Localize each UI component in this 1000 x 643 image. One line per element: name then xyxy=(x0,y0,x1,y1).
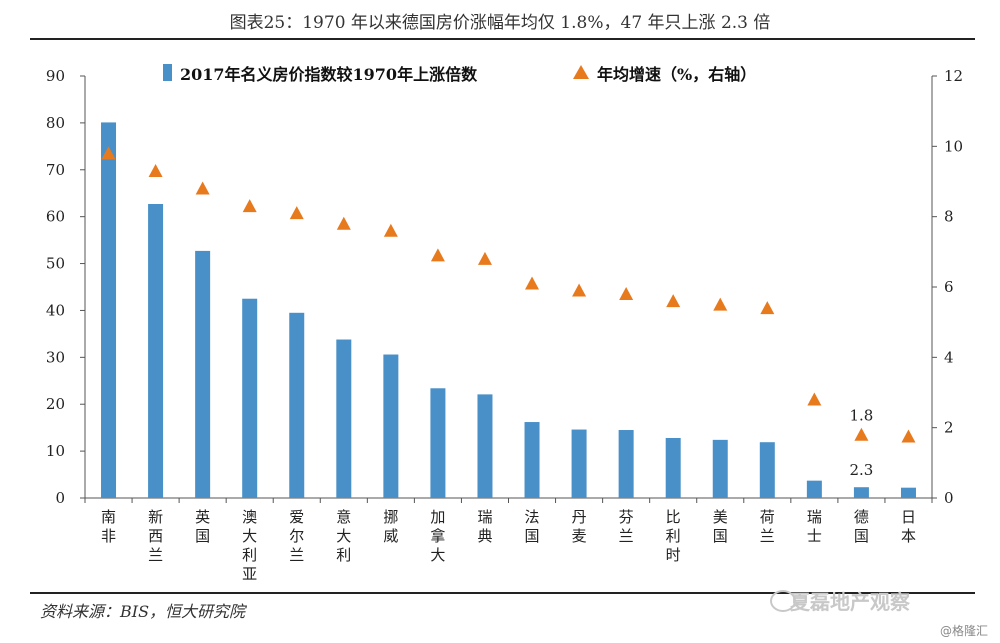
x-tick-label: 日本 xyxy=(901,508,916,545)
x-tick-label: 澳大利亚 xyxy=(242,508,257,583)
data-label: 2.3 xyxy=(849,461,873,479)
axes: 0 10 20 30 40 50 60 70 80 90 0 2 4 6 8 10 12 南非 新西兰 英国 澳大利亚 爱… xyxy=(46,67,963,583)
bar-日本 xyxy=(900,487,916,498)
x-tick-label: 芬兰 xyxy=(619,508,634,545)
y-tick-label: 60 xyxy=(46,208,65,226)
marker-英国 xyxy=(195,181,210,195)
marker-芬兰 xyxy=(619,287,634,301)
bottom-rule xyxy=(30,592,975,594)
x-tick-label: 爱尔兰 xyxy=(289,508,304,564)
legend: 2017年名义房价指数较1970年上涨倍数 年均增速（%，右轴） xyxy=(163,64,756,84)
wechat-icon xyxy=(770,590,796,612)
y2-tick-label: 10 xyxy=(944,137,963,155)
bar-加拿大 xyxy=(430,388,446,498)
bar-瑞士 xyxy=(806,480,822,498)
y2-tick-label: 4 xyxy=(944,348,954,366)
bar-南非 xyxy=(101,122,117,499)
marker-德国 xyxy=(854,427,869,441)
marker-意大利 xyxy=(336,216,351,230)
marker-爱尔兰 xyxy=(289,206,304,220)
markers xyxy=(101,146,916,443)
y-tick-label: 70 xyxy=(46,161,65,179)
bar-美国 xyxy=(712,439,728,498)
y2-tick-label: 0 xyxy=(944,489,954,507)
watermark: 夏磊地产观察 xyxy=(790,590,910,614)
y-tick-label: 0 xyxy=(55,489,65,507)
y2-tick-label: 6 xyxy=(944,278,954,296)
y-tick-label: 20 xyxy=(46,395,65,413)
y2-tick-label: 2 xyxy=(944,419,954,437)
y-tick-label: 40 xyxy=(46,301,65,319)
x-tick-label: 法国 xyxy=(525,508,540,545)
marker-加拿大 xyxy=(430,248,445,262)
data-label: 1.8 xyxy=(849,407,873,425)
bar-瑞典 xyxy=(477,394,493,498)
marker-新西兰 xyxy=(148,163,163,177)
bar-挪威 xyxy=(383,354,399,498)
marker-荷兰 xyxy=(760,301,775,315)
credit: @格隆汇 xyxy=(940,624,989,638)
bars xyxy=(101,122,916,499)
chart-title: 图表25：1970 年以来德国房价涨幅年均仅 1.8%，47 年只上涨 2.3 … xyxy=(229,13,771,33)
marker-挪威 xyxy=(383,223,398,237)
x-tick-label: 美国 xyxy=(713,508,728,545)
bar-新西兰 xyxy=(148,204,164,499)
top-rule xyxy=(30,38,975,40)
marker-瑞士 xyxy=(807,392,822,406)
x-tick-label: 瑞典 xyxy=(477,508,492,545)
marker-丹麦 xyxy=(572,283,587,297)
marker-澳大利亚 xyxy=(242,199,257,213)
x-tick-label: 加拿大 xyxy=(430,508,445,564)
marker-比利时 xyxy=(666,294,681,308)
x-tick-label: 南非 xyxy=(101,508,116,545)
y-tick-label: 50 xyxy=(46,255,65,273)
x-tick-label: 丹麦 xyxy=(572,508,587,545)
marker-日本 xyxy=(901,429,916,443)
x-tick-label: 德国 xyxy=(854,508,869,545)
y-tick-label: 90 xyxy=(46,67,65,85)
y-tick-label: 10 xyxy=(46,442,65,460)
legend-marker-label: 年均增速（%，右轴） xyxy=(597,65,756,84)
labels: 1.8 2.3 xyxy=(849,407,873,480)
x-tick-label: 比利时 xyxy=(666,508,681,564)
bar-丹麦 xyxy=(571,429,587,498)
marker-瑞典 xyxy=(477,251,492,265)
x-tick-label: 瑞士 xyxy=(807,508,822,545)
y-tick-label: 80 xyxy=(46,114,65,132)
x-tick-label: 荷兰 xyxy=(760,508,775,545)
legend-marker-swatch xyxy=(573,65,589,79)
bar-芬兰 xyxy=(618,430,634,498)
x-tick-label: 新西兰 xyxy=(148,508,163,564)
chart: 0 10 20 30 40 50 60 70 80 90 0 2 4 6 8 10 12 南非 新西兰 英国 澳大利亚 爱… xyxy=(46,64,963,583)
y-tick-label: 30 xyxy=(46,348,65,366)
source-note: 资料来源：BIS，恒大研究院 xyxy=(40,602,246,621)
x-tick-label: 挪威 xyxy=(383,508,398,545)
x-tick-label: 英国 xyxy=(195,508,210,545)
marker-美国 xyxy=(713,297,728,311)
bar-德国 xyxy=(853,487,869,498)
bar-澳大利亚 xyxy=(242,298,258,498)
marker-法国 xyxy=(525,276,540,290)
y2-tick-label: 8 xyxy=(944,208,954,226)
bar-爱尔兰 xyxy=(289,312,305,498)
marker-南非 xyxy=(101,146,116,160)
bar-荷兰 xyxy=(759,442,775,498)
bar-法国 xyxy=(524,422,540,498)
x-tick-label: 意大利 xyxy=(336,508,351,564)
bar-比利时 xyxy=(665,437,681,498)
bar-意大利 xyxy=(336,339,352,498)
y2-tick-label: 12 xyxy=(944,67,963,85)
legend-bar-swatch xyxy=(163,64,172,81)
bar-英国 xyxy=(195,250,211,498)
legend-bar-label: 2017年名义房价指数较1970年上涨倍数 xyxy=(180,65,478,84)
